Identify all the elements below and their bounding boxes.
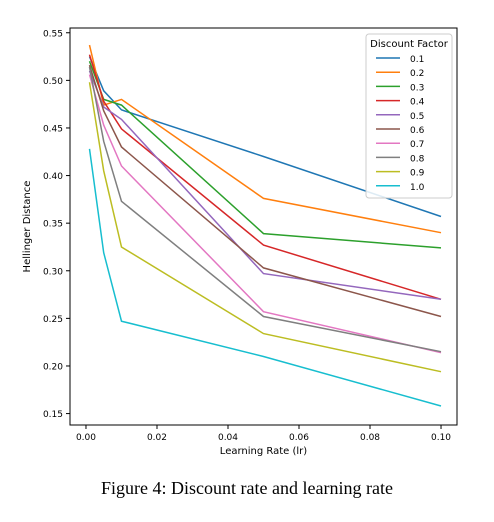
legend-label: 0.8	[410, 154, 425, 164]
line-chart: 0.00 0.02 0.04 0.06 0.08 0.10 0.15 0.20 0.25 0.3…	[22, 27, 458, 457]
y-tick-label: 0.25	[43, 315, 63, 325]
x-axis-ticks: 0.00 0.02 0.04 0.06 0.08 0.10	[76, 425, 451, 443]
legend-label: 0.4	[410, 98, 425, 108]
series-line-0-9	[88, 82, 442, 373]
series-line-0-4	[88, 54, 442, 301]
series-line-0-1	[88, 56, 442, 218]
y-axis-ticks: 0.15 0.20 0.25 0.30 0.35 0.40 0.45 0.50 0.55	[43, 29, 70, 420]
series-lines	[88, 44, 442, 407]
y-axis-label: Hellinger Distance	[22, 181, 33, 273]
plot-frame	[69, 27, 458, 426]
x-tick-label: 0.06	[289, 433, 309, 443]
legend-label: 0.7	[410, 140, 424, 150]
legend-label: 0.9	[410, 169, 425, 179]
y-tick-label: 0.50	[43, 77, 63, 87]
x-tick-label: 0.04	[218, 433, 238, 443]
legend-label: 0.2	[410, 69, 424, 79]
x-tick-label: 0.08	[360, 433, 380, 443]
x-tick-label: 0.10	[431, 433, 451, 443]
y-tick-label: 0.20	[43, 362, 63, 372]
legend-label: 0.1	[410, 55, 424, 65]
series-line-0-8	[88, 66, 442, 353]
x-tick-label: 0.02	[147, 433, 167, 443]
x-tick-label: 0.00	[76, 433, 96, 443]
y-tick-label: 0.15	[43, 410, 63, 420]
legend-label: 0.3	[410, 83, 424, 93]
legend-title: Discount Factor	[370, 39, 449, 50]
series-line-0-6	[88, 64, 442, 318]
legend-items: 0.1 0.2 0.3 0.4 0.5 0.6 0.7 0.8 0.9 1.0	[376, 55, 425, 193]
y-tick-label: 0.45	[43, 124, 63, 134]
legend-label: 0.6	[410, 126, 425, 136]
legend-label: 0.5	[410, 112, 424, 122]
legend: Discount Factor 0.1 0.2 0.3 0.4 0.5 0.6 0.7 0.8…	[365, 33, 453, 199]
legend-label: 1.0	[410, 183, 425, 193]
y-tick-label: 0.35	[43, 220, 63, 230]
series-line-0-7	[88, 74, 442, 354]
x-axis-label: Learning Rate (lr)	[220, 446, 307, 457]
y-tick-label: 0.30	[43, 267, 63, 277]
figure-caption: Figure 4: Discount rate and learning rat…	[101, 478, 393, 498]
series-line-1-0	[88, 148, 442, 407]
y-tick-label: 0.55	[43, 29, 63, 39]
y-tick-label: 0.40	[43, 172, 63, 182]
